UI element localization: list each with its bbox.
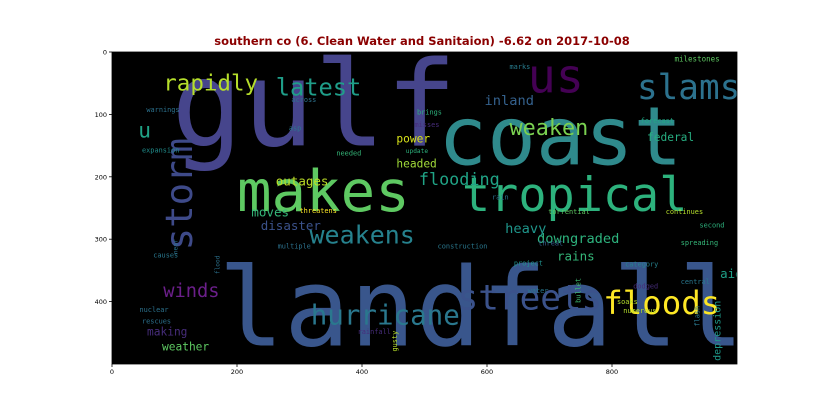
word-numerous: numerous (623, 307, 656, 315)
word-multiple: multiple (278, 243, 311, 251)
word-second: second (700, 221, 725, 229)
word-nuclear: nuclear (140, 306, 169, 314)
word-coast: coast (438, 90, 682, 184)
x-axis: 0 200 400 600 800 (110, 364, 618, 376)
chart-title: southern co (6. Clean Water and Sanitaio… (214, 34, 629, 48)
word-asp: asp (289, 125, 301, 133)
word-rainfall: rainfall (358, 328, 391, 336)
word-floods: floods (603, 284, 720, 322)
word-rescues: rescues (142, 317, 171, 325)
word-aid: aid (720, 266, 743, 281)
y-axis: 0 100 200 300 400 (95, 49, 112, 306)
word-category: category (625, 261, 658, 269)
word-landfall: landfall (218, 244, 744, 371)
word-heavy: heavy (505, 221, 546, 237)
word-water: water (528, 287, 549, 295)
word-rain: rain (492, 193, 509, 201)
word-rapidly: rapidly (163, 71, 258, 97)
word-disaster: disaster (261, 218, 322, 233)
word-us: us (528, 51, 584, 105)
word-weather: weather (162, 340, 209, 353)
word-soaks: soaks (617, 298, 638, 306)
word-moves: moves (251, 205, 289, 220)
y-tick-label: 200 (95, 173, 107, 181)
word-flash: flash (694, 306, 702, 327)
word-weakens: weakens (310, 221, 415, 250)
word-torrential: torrential (548, 208, 590, 216)
y-tick-label: 100 (95, 111, 107, 119)
word-hurricane: hurricane (311, 300, 460, 332)
x-tick-label: 400 (356, 368, 368, 376)
word-tropical: tropical (462, 169, 687, 223)
word-bullet: bullet (575, 278, 583, 303)
word-federal: federal (647, 131, 694, 144)
word-update: update (406, 148, 429, 155)
word-latest: latest (276, 74, 362, 102)
y-tick-label: 0 (103, 49, 107, 57)
word-weaken: weaken (510, 116, 589, 141)
word-outages: outages (276, 174, 329, 189)
word-dodged: dodged (633, 282, 658, 290)
word-expansion: expansion (142, 146, 179, 154)
word-causes: causes (153, 251, 178, 259)
word-winds: winds (163, 281, 219, 302)
word-making: making (147, 325, 187, 338)
word-forecast: forecast (641, 117, 674, 125)
plot-frame (111, 51, 738, 365)
word-gusty: gusty (391, 331, 399, 352)
word-gulf: gulf (171, 36, 457, 174)
word-slams: slams (637, 68, 740, 108)
word-flooding: flooding (419, 169, 500, 189)
plot-background (112, 52, 737, 364)
x-tick-label: 600 (481, 368, 493, 376)
word-threatens: threatens (300, 207, 337, 215)
word-central: central (681, 278, 710, 286)
word-warnings: warnings (146, 106, 179, 114)
word-needed: needed (336, 150, 361, 158)
word-power: power (396, 132, 430, 145)
word-rains: rains (557, 248, 595, 263)
word-downgraded: downgraded (537, 231, 619, 247)
word-storm: storm (157, 138, 201, 251)
word-project: project (514, 259, 543, 267)
y-tick-label: 400 (95, 298, 107, 306)
word-near: near (173, 239, 180, 254)
word-construction: construction (438, 243, 488, 251)
word-marks: marks (510, 63, 531, 71)
word-flood: flood (215, 255, 222, 274)
word-streets: streets (458, 279, 603, 319)
word-inland: inland (485, 93, 534, 109)
word-headed: headed (396, 157, 436, 170)
word-across: across (291, 96, 316, 104)
word-brings: brings (417, 108, 442, 116)
word-depression: depression (713, 301, 724, 361)
x-tick-label: 800 (606, 368, 618, 376)
word-spreading: spreading (681, 239, 718, 247)
word-misses: misses (415, 121, 440, 129)
y-tick-label: 300 (95, 236, 107, 244)
word-u: u (138, 117, 151, 142)
word-milestones: milestones (675, 54, 720, 63)
x-tick-label: 200 (231, 368, 243, 376)
word-makes: makes (237, 158, 410, 225)
word-continues: continues (666, 208, 703, 216)
word-threat: threat (538, 239, 563, 247)
x-tick-label: 0 (110, 368, 114, 376)
